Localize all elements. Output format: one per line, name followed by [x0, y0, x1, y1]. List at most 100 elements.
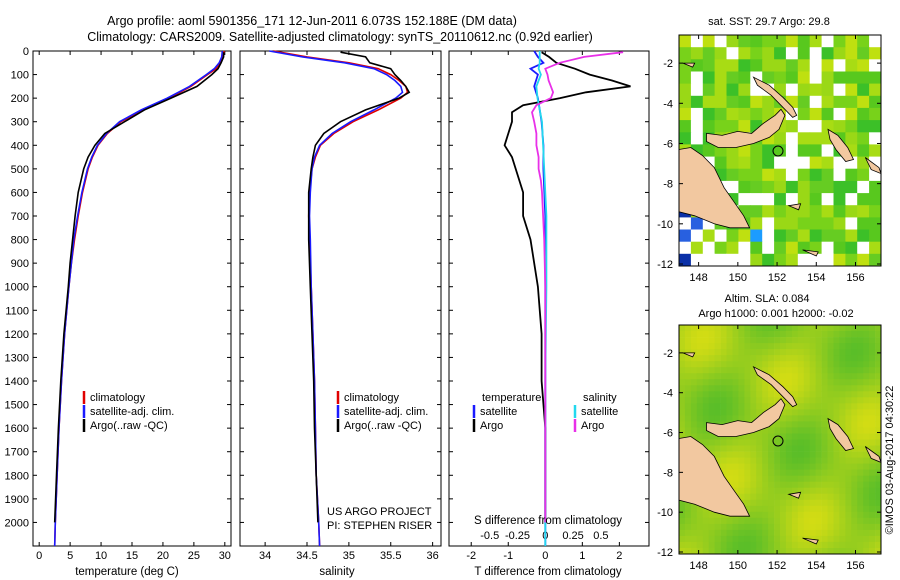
sla-map-cell [702, 331, 710, 338]
sla-map-cell [797, 385, 805, 392]
sla-map-cell [857, 397, 864, 404]
sla-map-cell [815, 343, 822, 350]
sla-map-cell [821, 548, 828, 555]
sla-map-cell [869, 361, 876, 368]
sst-map-cell [762, 241, 775, 255]
depth-tick-label: 300 [11, 117, 29, 129]
sst-map-cell [762, 253, 775, 267]
sla-map-cell [863, 548, 870, 555]
sla-map-cell [696, 337, 704, 344]
sst-map-title: sat. SST: 29.7 Argo: 29.8 [708, 16, 830, 28]
sla-map-cell [797, 548, 805, 555]
sla-map-cell [797, 349, 805, 356]
sla-map-cell [839, 403, 846, 410]
longitude-tick-label: 156 [846, 272, 864, 284]
sla-map-cell [845, 367, 852, 374]
sla-map-cell [684, 523, 692, 531]
sla-map-cell [738, 355, 745, 362]
legend-climatology-label: climatology [344, 392, 400, 404]
sst-map-cell [869, 144, 882, 158]
sla-map-cell [845, 457, 852, 464]
sla-map-cell [863, 385, 870, 392]
sst-map-cell [857, 168, 870, 182]
sla-map-cell [803, 349, 811, 356]
sla-map-cell [791, 349, 799, 356]
sla-map-cell [785, 457, 793, 464]
sst-map-cell [869, 47, 882, 60]
sst-map-cell [679, 71, 692, 85]
sla-map-cell [732, 373, 739, 380]
sla-map-cell [732, 535, 739, 543]
sst-map-cell [857, 253, 870, 267]
sla-map-cell [839, 367, 846, 374]
sst-map-cell [679, 107, 692, 121]
sla-map-cell [708, 391, 715, 398]
sla-map-cell [869, 523, 876, 531]
sla-map-cell [803, 523, 811, 531]
sla-map-cell [750, 523, 757, 531]
sla-map-cell [684, 397, 692, 404]
sla-map-cell [869, 511, 876, 519]
sla-map-cell [815, 493, 822, 501]
sst-map-cell [750, 229, 763, 243]
sla-map-cell [809, 451, 816, 458]
sla-map-cell [774, 445, 781, 452]
sla-map-cell [815, 541, 822, 549]
sla-map-cell [821, 367, 828, 374]
sla-map-cell [839, 541, 846, 549]
sla-map-cell [684, 511, 692, 519]
sla-map-cell [809, 487, 816, 495]
sla-map-cell [714, 397, 721, 404]
sla-map-cell [684, 373, 692, 380]
sla-map-cell [750, 397, 757, 404]
sla-map-cell [821, 481, 828, 489]
sla-map-cell [845, 385, 852, 392]
temperature-line-argo [53, 52, 225, 523]
sla-map-cell [696, 343, 704, 350]
sla-map-cell [863, 469, 870, 476]
sla-map-cell [720, 445, 727, 452]
sst-map-cell [726, 156, 739, 170]
sla-map-cell [803, 385, 811, 392]
depth-tick-label: 1000 [5, 282, 29, 294]
sla-map-cell [839, 421, 846, 428]
sla-map-cell [750, 325, 757, 332]
sst-map-cell [797, 217, 811, 231]
sla-map-cell [744, 355, 751, 362]
sla-map-cell [839, 445, 846, 452]
sst-map-cell [714, 71, 727, 85]
legend-argo-label: Argo(..raw -QC) [90, 420, 168, 432]
depth-tick-label: 500 [11, 164, 29, 176]
sla-map-cell [690, 325, 698, 332]
sla-map-cell [690, 523, 698, 531]
sla-map-cell [780, 548, 787, 555]
sla-map-cell [714, 445, 721, 452]
sla-map-cell [768, 541, 775, 549]
sla-map-cell [744, 481, 751, 489]
sla-map-cell [821, 355, 828, 362]
sla-map-cell [863, 361, 870, 368]
depth-tick-label: 0 [23, 46, 29, 58]
sla-map-cell [839, 535, 846, 543]
sla-map-cell [720, 379, 727, 386]
sst-map-cell [702, 144, 716, 158]
longitude-tick-label: 156 [846, 560, 864, 572]
s-difference-tick-label: -0.5 [480, 530, 499, 542]
sla-map-cell [851, 427, 858, 434]
sst-map-cell [809, 217, 823, 231]
sst-map-cell [774, 59, 787, 72]
sla-map-cell [720, 355, 727, 362]
sla-map-cell [875, 421, 882, 428]
sla-map-cell [821, 523, 828, 531]
sla-map-cell [732, 487, 739, 495]
sla-map-cell [679, 403, 686, 410]
sla-map-cell [809, 463, 816, 470]
sst-map-cell [774, 180, 787, 194]
sla-map-cell [744, 403, 751, 410]
sla-map-cell [857, 535, 864, 543]
sla-map-cell [851, 445, 858, 452]
sla-map-cell [720, 325, 727, 332]
sla-map-cell [869, 331, 876, 338]
sla-map-cell [738, 535, 745, 543]
sla-map-cell [869, 493, 876, 501]
